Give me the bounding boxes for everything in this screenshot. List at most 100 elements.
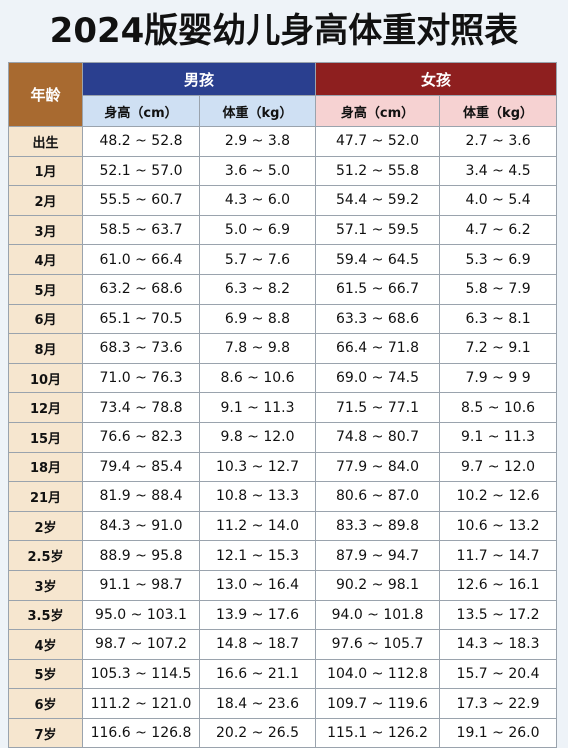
- table-row: 15月 76.6 ~ 82.3 9.8 ~ 12.0 74.8 ~ 80.7 9.1 ~…: [8, 421, 558, 453]
- age-cell: 5月: [8, 273, 83, 305]
- boy-height-cell: 98.7 ~ 107.2: [82, 629, 200, 660]
- boy-weight-cell: 10.8 ~ 13.3: [198, 481, 317, 512]
- age-cell: 21月: [8, 481, 83, 512]
- table-row: 18月 79.4 ~ 85.4 10.3 ~ 12.7 77.9 ~ 84.0 9.7 …: [8, 451, 558, 483]
- boy-weight-cell: 6.3 ~ 8.2: [198, 273, 317, 305]
- boy-weight-cell: 11.2 ~ 14.0: [198, 510, 317, 542]
- boy-weight-cell: 9.1 ~ 11.3: [198, 392, 317, 423]
- boy-height-cell: 88.9 ~ 95.8: [82, 540, 200, 571]
- page-title: 2024版婴幼儿身高体重对照表: [49, 11, 519, 51]
- boy-weight-cell: 9.8 ~ 12.0: [198, 421, 317, 453]
- boy-weight-cell: 14.8 ~ 18.7: [198, 629, 317, 660]
- girl-height-header: 身高（cm）: [315, 95, 441, 127]
- girl-height-cell: 66.4 ~ 71.8: [315, 333, 441, 364]
- age-cell: 7岁: [8, 717, 83, 748]
- table-row: 1月 52.1 ~ 57.0 3.6 ~ 5.0 51.2 ~ 55.8 3.4 ~ 4…: [8, 155, 558, 187]
- table-row: 6岁 111.2 ~ 121.0 18.4 ~ 23.6 109.7 ~ 119.6 1…: [8, 688, 558, 719]
- girl-height-cell: 54.4 ~ 59.2: [315, 185, 441, 216]
- table-row: 7岁 116.6 ~ 126.8 20.2 ~ 26.5 115.1 ~ 126.2 1…: [8, 717, 558, 748]
- age-cell: 3月: [8, 214, 83, 246]
- boy-weight-cell: 20.2 ~ 26.5: [198, 717, 317, 748]
- boy-weight-cell: 4.3 ~ 6.0: [198, 185, 317, 216]
- boy-height-cell: 91.1 ~ 98.7: [82, 569, 200, 601]
- boy-weight-cell: 8.6 ~ 10.6: [198, 362, 317, 394]
- table-row: 6月 65.1 ~ 70.5 6.9 ~ 8.8 63.3 ~ 68.6 6.3 ~ 8…: [8, 303, 558, 335]
- age-cell: 6月: [8, 303, 83, 335]
- table-row: 3.5岁 95.0 ~ 103.1 13.9 ~ 17.6 94.0 ~ 101.8 1…: [8, 599, 558, 631]
- girl-height-cell: 51.2 ~ 55.8: [315, 155, 441, 187]
- table-row: 4月 61.0 ~ 66.4 5.7 ~ 7.6 59.4 ~ 64.5 5.3 ~ 6…: [8, 244, 558, 275]
- girl-height-cell: 104.0 ~ 112.8: [315, 658, 441, 690]
- age-cell: 1月: [8, 155, 83, 187]
- girl-height-cell: 94.0 ~ 101.8: [315, 599, 441, 631]
- table-row: 2岁 84.3 ~ 91.0 11.2 ~ 14.0 83.3 ~ 89.8 10.6 …: [8, 510, 558, 542]
- table-row: 5月 63.2 ~ 68.6 6.3 ~ 8.2 61.5 ~ 66.7 5.8 ~ 7…: [8, 273, 558, 305]
- age-cell: 4月: [8, 244, 83, 275]
- girl-weight-cell: 6.3 ~ 8.1: [439, 303, 558, 335]
- age-cell: 2岁: [8, 510, 83, 542]
- table-row: 4岁 98.7 ~ 107.2 14.8 ~ 18.7 97.6 ~ 105.7 14.…: [8, 629, 558, 660]
- girl-weight-cell: 10.6 ~ 13.2: [439, 510, 558, 542]
- boy-weight-header: 体重（kg）: [198, 95, 317, 127]
- table-body: 出生 48.2 ~ 52.8 2.9 ~ 3.8 47.7 ~ 52.0 2.7 ~ 3…: [8, 126, 558, 748]
- boy-height-cell: 48.2 ~ 52.8: [82, 126, 200, 157]
- girl-weight-cell: 13.5 ~ 17.2: [439, 599, 558, 631]
- girl-weight-cell: 10.2 ~ 12.6: [439, 481, 558, 512]
- girl-weight-cell: 14.3 ~ 18.3: [439, 629, 558, 660]
- girl-height-cell: 71.5 ~ 77.1: [315, 392, 441, 423]
- age-cell: 5岁: [8, 658, 83, 690]
- girl-height-cell: 90.2 ~ 98.1: [315, 569, 441, 601]
- age-cell: 出生: [8, 126, 83, 157]
- girl-weight-cell: 19.1 ~ 26.0: [439, 717, 558, 748]
- age-cell: 2.5岁: [8, 540, 83, 571]
- boy-weight-cell: 12.1 ~ 15.3: [198, 540, 317, 571]
- boy-height-cell: 111.2 ~ 121.0: [82, 688, 200, 719]
- table-row: 8月 68.3 ~ 73.6 7.8 ~ 9.8 66.4 ~ 71.8 7.2 ~ 9…: [8, 333, 558, 364]
- girl-weight-cell: 2.7 ~ 3.6: [439, 126, 558, 157]
- boy-weight-cell: 13.9 ~ 17.6: [198, 599, 317, 631]
- boy-height-cell: 73.4 ~ 78.8: [82, 392, 200, 423]
- girl-weight-cell: 17.3 ~ 22.9: [439, 688, 558, 719]
- girl-weight-cell: 3.4 ~ 4.5: [439, 155, 558, 187]
- boy-height-cell: 71.0 ~ 76.3: [82, 362, 200, 394]
- boy-height-cell: 55.5 ~ 60.7: [82, 185, 200, 216]
- boy-weight-cell: 10.3 ~ 12.7: [198, 451, 317, 483]
- table-row: 2月 55.5 ~ 60.7 4.3 ~ 6.0 54.4 ~ 59.2 4.0 ~ 5…: [8, 185, 558, 216]
- boy-height-cell: 52.1 ~ 57.0: [82, 155, 200, 187]
- age-cell: 4岁: [8, 629, 83, 660]
- age-cell: 3.5岁: [8, 599, 83, 631]
- age-cell: 8月: [8, 333, 83, 364]
- table-row: 12月 73.4 ~ 78.8 9.1 ~ 11.3 71.5 ~ 77.1 8.5 ~…: [8, 392, 558, 423]
- boy-height-cell: 81.9 ~ 88.4: [82, 481, 200, 512]
- growth-table: 年龄 男孩 女孩 身高（cm） 体重（kg） 身高（cm） 体重（kg） 出生 4…: [8, 62, 558, 748]
- girl-height-cell: 74.8 ~ 80.7: [315, 421, 441, 453]
- girl-weight-cell: 15.7 ~ 20.4: [439, 658, 558, 690]
- boy-height-cell: 116.6 ~ 126.8: [82, 717, 200, 748]
- age-cell: 3岁: [8, 569, 83, 601]
- table-row: 21月 81.9 ~ 88.4 10.8 ~ 13.3 80.6 ~ 87.0 10.2…: [8, 481, 558, 512]
- boy-height-cell: 63.2 ~ 68.6: [82, 273, 200, 305]
- girl-weight-cell: 7.2 ~ 9.1: [439, 333, 558, 364]
- boy-height-cell: 95.0 ~ 103.1: [82, 599, 200, 631]
- age-cell: 10月: [8, 362, 83, 394]
- table-row: 2.5岁 88.9 ~ 95.8 12.1 ~ 15.3 87.9 ~ 94.7 11.…: [8, 540, 558, 571]
- boy-weight-cell: 2.9 ~ 3.8: [198, 126, 317, 157]
- table-row: 10月 71.0 ~ 76.3 8.6 ~ 10.6 69.0 ~ 74.5 7.9 ~…: [8, 362, 558, 394]
- boy-weight-cell: 18.4 ~ 23.6: [198, 688, 317, 719]
- girl-height-cell: 80.6 ~ 87.0: [315, 481, 441, 512]
- boy-weight-cell: 7.8 ~ 9.8: [198, 333, 317, 364]
- girl-height-cell: 77.9 ~ 84.0: [315, 451, 441, 483]
- girl-weight-cell: 9.7 ~ 12.0: [439, 451, 558, 483]
- boy-weight-cell: 5.0 ~ 6.9: [198, 214, 317, 246]
- girl-weight-cell: 5.3 ~ 6.9: [439, 244, 558, 275]
- boy-group-header: 男孩: [81, 62, 317, 96]
- girl-height-cell: 63.3 ~ 68.6: [315, 303, 441, 335]
- girl-height-cell: 83.3 ~ 89.8: [315, 510, 441, 542]
- girl-weight-cell: 8.5 ~ 10.6: [439, 392, 558, 423]
- girl-height-cell: 87.9 ~ 94.7: [315, 540, 441, 571]
- boy-weight-cell: 3.6 ~ 5.0: [198, 155, 317, 187]
- girl-weight-cell: 12.6 ~ 16.1: [439, 569, 558, 601]
- table-row: 5岁 105.3 ~ 114.5 16.6 ~ 21.1 104.0 ~ 112.8 1…: [8, 658, 558, 690]
- girl-weight-header: 体重（kg）: [439, 95, 558, 127]
